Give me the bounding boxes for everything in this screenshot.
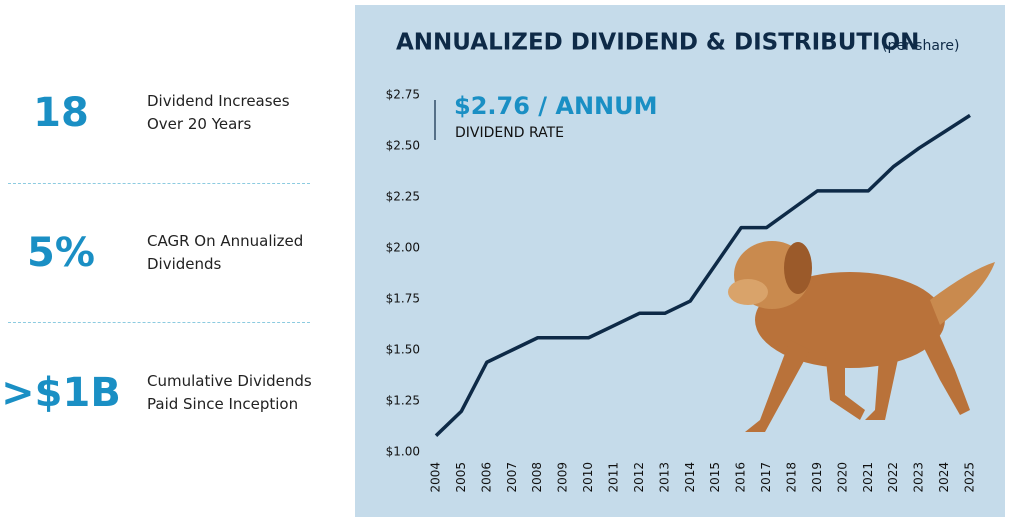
- x-tick-label: 2007: [505, 462, 519, 493]
- x-tick-label: 2010: [581, 462, 595, 493]
- x-tick-label: 2022: [886, 462, 900, 493]
- x-tick-label: 2018: [785, 462, 799, 493]
- x-tick-label: 2015: [708, 462, 722, 493]
- x-tick-label: 2024: [937, 462, 951, 493]
- x-tick-label: 2017: [759, 462, 773, 493]
- dog-leg: [915, 325, 970, 415]
- stat-label: Cumulative Dividends Paid Since Inceptio…: [147, 372, 312, 413]
- stat-label: CAGR On Annualized Dividends: [147, 232, 304, 273]
- annotation-text: DIVIDEND RATE: [455, 125, 564, 141]
- stat-value: >$1B: [1, 370, 121, 416]
- y-tick-label: $2.00: [386, 241, 420, 255]
- y-tick-label: $1.50: [386, 343, 420, 357]
- x-tick-label: 2023: [912, 462, 926, 493]
- dog-leg: [745, 340, 810, 432]
- y-tick-label: $2.25: [386, 190, 420, 204]
- stat: 18 Dividend Increases Over 20 Years: [0, 68, 320, 158]
- x-tick-label: 2021: [861, 462, 875, 493]
- annotation-headline: $2.76 / ANNUM: [454, 92, 658, 120]
- stat: 5% CAGR On Annualized Dividends: [0, 208, 320, 298]
- dog-muzzle: [728, 279, 768, 305]
- x-tick-label: 2006: [479, 462, 493, 493]
- x-tick-label: 2012: [632, 462, 646, 493]
- chart-background: [355, 5, 1005, 517]
- x-tick-label: 2020: [835, 462, 849, 493]
- x-tick-label: 2008: [530, 462, 544, 493]
- separator: [8, 322, 310, 323]
- dog-body: [755, 272, 945, 368]
- dog-ear: [784, 242, 812, 294]
- x-tick-label: 2013: [657, 462, 671, 493]
- y-tick-label: $2.75: [386, 88, 420, 102]
- y-tick-label: $1.00: [386, 445, 420, 459]
- chart-title: ANNUALIZED DIVIDEND & DISTRIBUTION: [396, 30, 919, 56]
- x-tick-label: 2025: [963, 462, 977, 493]
- y-tick-label: $1.75: [386, 292, 420, 306]
- dog-tail: [930, 262, 995, 325]
- y-tick-label: $2.50: [386, 139, 420, 153]
- x-tick-label: 2009: [556, 462, 570, 493]
- line: [434, 113, 971, 437]
- stat: >$1B Cumulative Dividends Paid Since Ince…: [0, 348, 320, 438]
- x-tick-label: 2004: [429, 462, 443, 493]
- x-tick-label: 2019: [810, 462, 824, 493]
- dog-leg: [865, 345, 900, 420]
- x-tick-label: 2016: [734, 462, 748, 493]
- stat-value: 18: [33, 90, 89, 136]
- dog-illustration: [728, 241, 995, 432]
- chart-subtitle: (per share): [882, 38, 959, 54]
- y-tick-label: $1.25: [386, 394, 420, 408]
- x-tick-label: 2005: [454, 462, 468, 493]
- stat-value: 5%: [27, 230, 95, 276]
- x-tick-label: 2014: [683, 462, 697, 493]
- separator: [8, 183, 310, 184]
- stat-label: Dividend Increases Over 20 Years: [147, 92, 290, 133]
- x-tick-label: 2011: [607, 462, 621, 493]
- dog-leg: [825, 350, 865, 420]
